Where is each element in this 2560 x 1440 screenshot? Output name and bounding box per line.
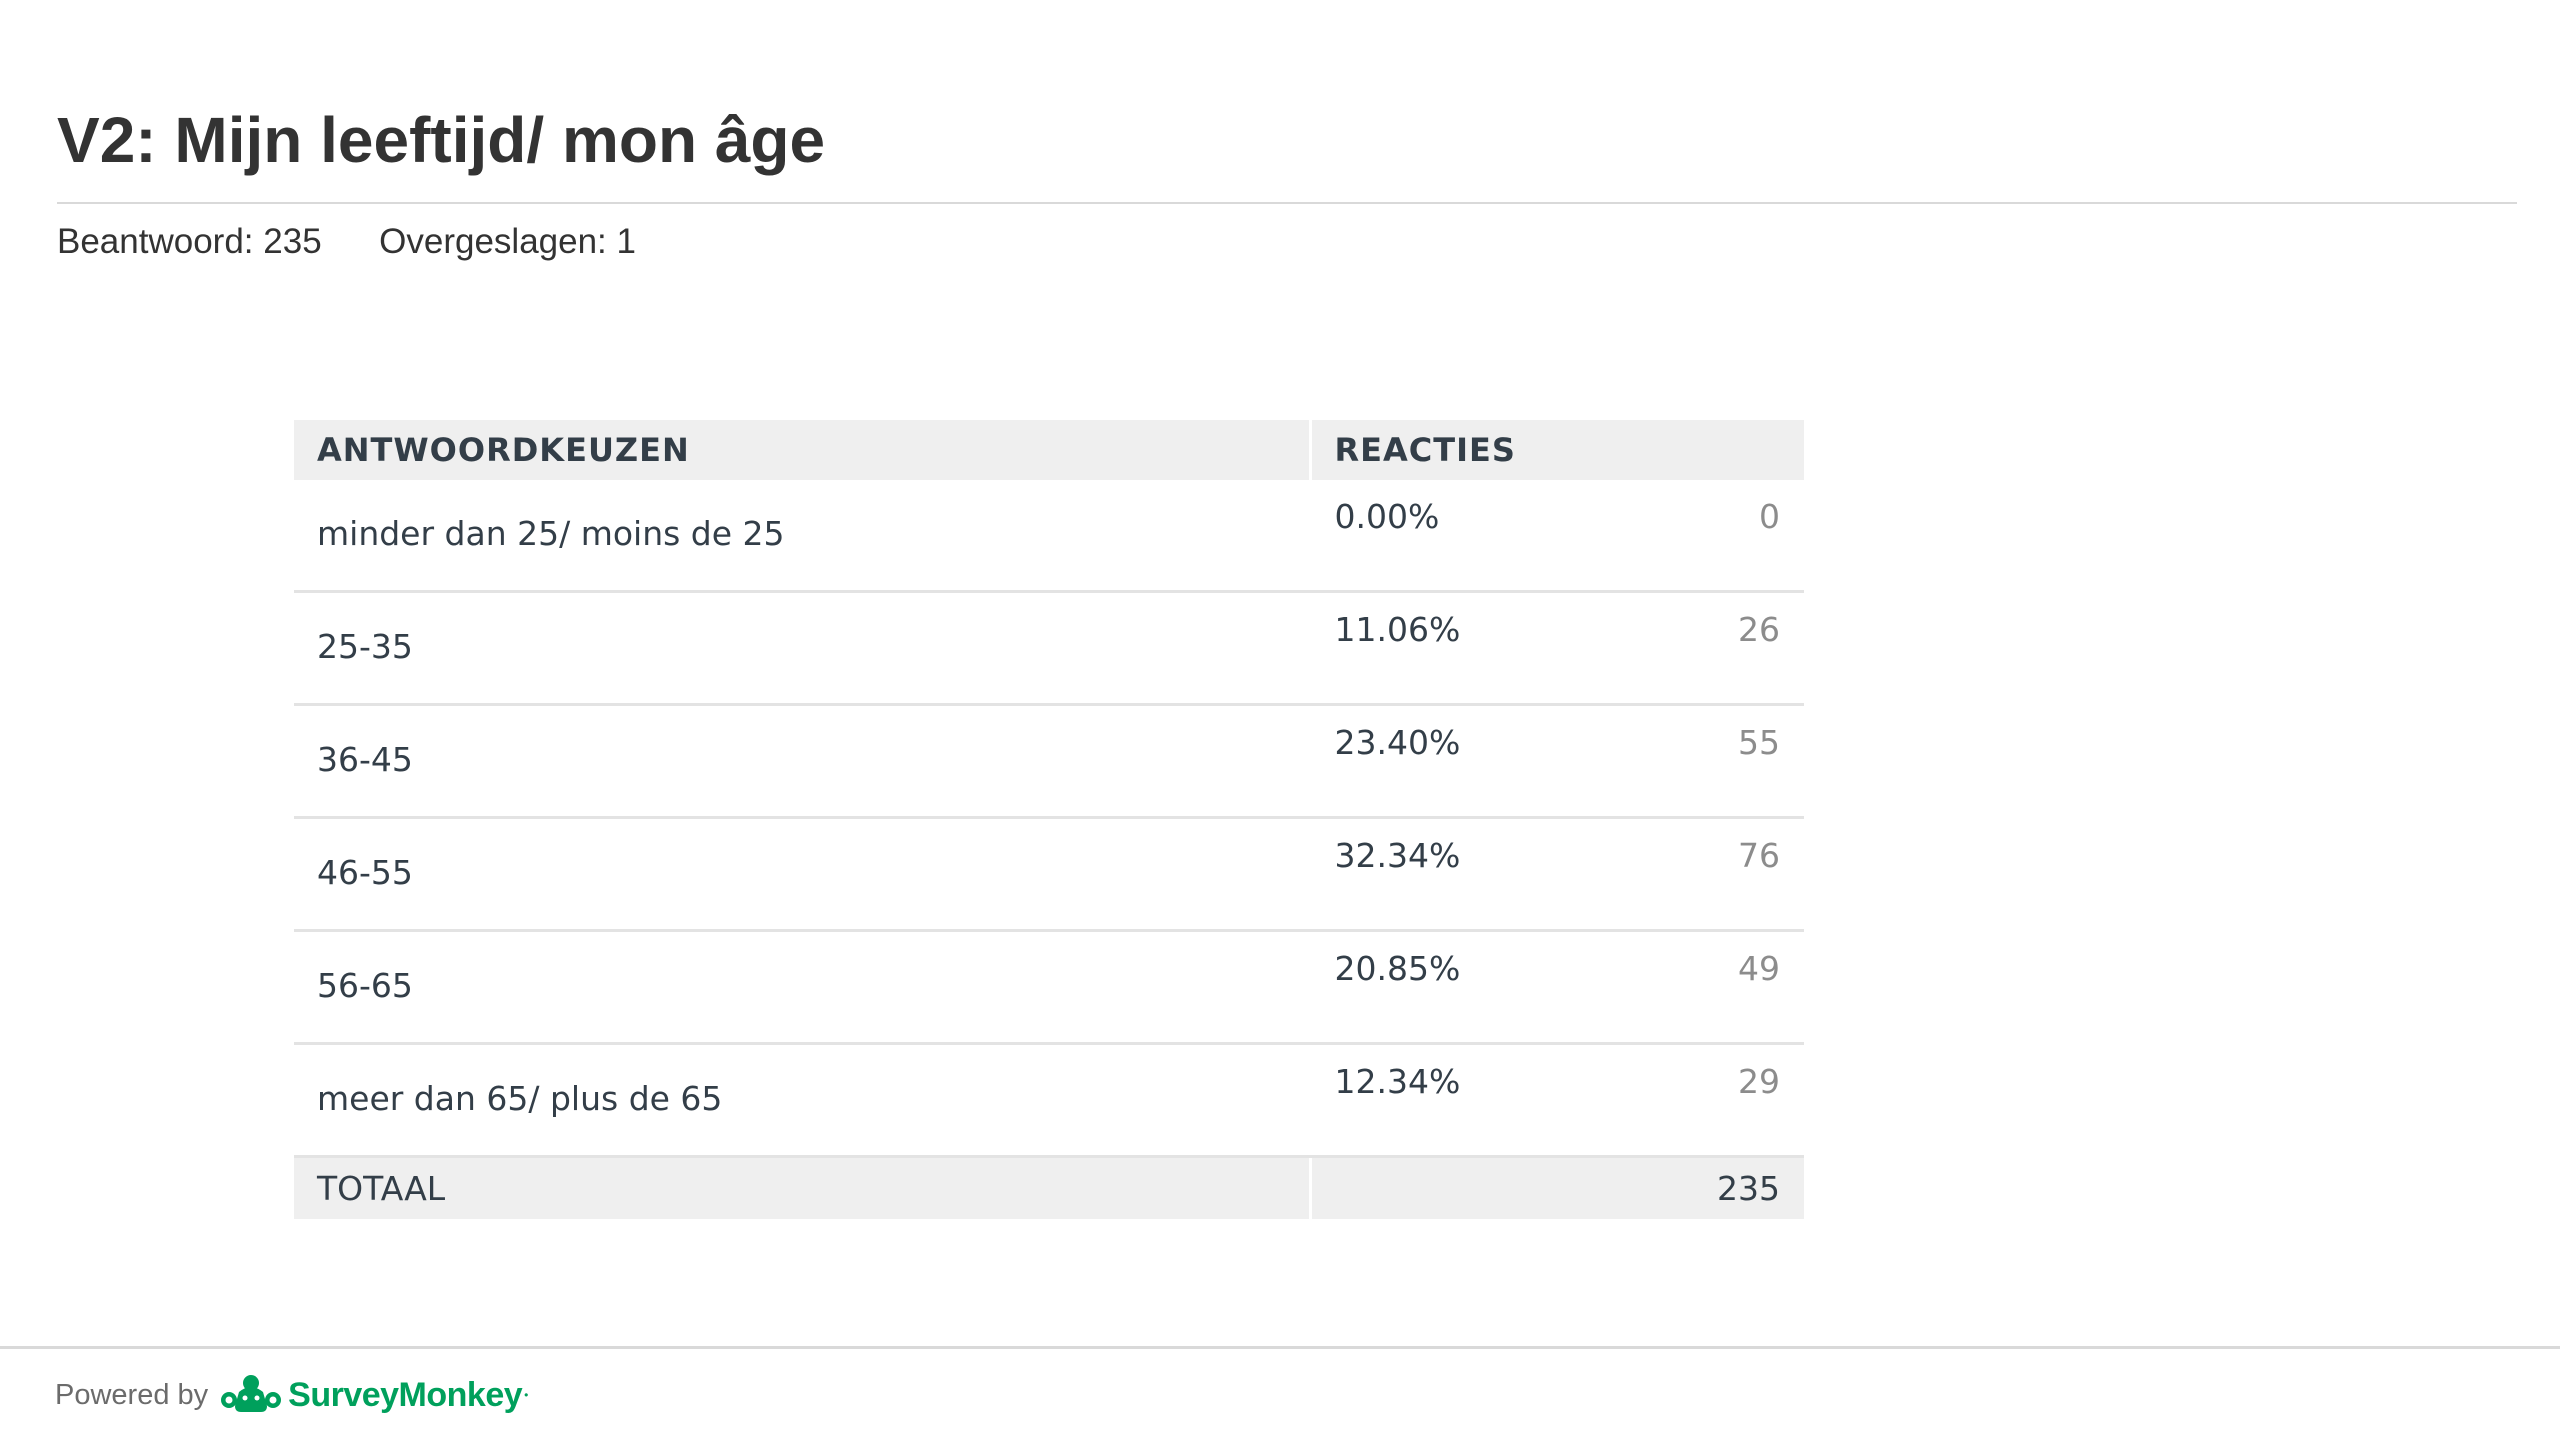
brand-name: SurveyMonkey bbox=[288, 1375, 523, 1414]
skipped-label: Overgeslagen: bbox=[379, 222, 607, 261]
table-total-row: TOTAAL 235 bbox=[294, 1156, 1804, 1219]
answer-choice: minder dan 25/ moins de 25 bbox=[294, 480, 1312, 593]
answered-label: Beantwoord: bbox=[57, 222, 254, 261]
table-row: 25-35 11.06% 26 bbox=[294, 591, 1804, 706]
response-percent: 23.40% bbox=[1334, 723, 1461, 762]
answered-value: 235 bbox=[263, 222, 322, 261]
header-responses: REACTIES bbox=[1310, 420, 1804, 480]
answer-choice: 36-45 bbox=[294, 704, 1312, 819]
surveymonkey-logo-icon bbox=[221, 1375, 282, 1412]
skipped-value: 1 bbox=[616, 222, 636, 261]
answer-choice: 25-35 bbox=[294, 591, 1312, 706]
results-table: ANTWOORDKEUZEN REACTIES minder dan 25/ m… bbox=[294, 420, 1804, 1219]
table-header-row: ANTWOORDKEUZEN REACTIES bbox=[294, 420, 1804, 480]
total-label: TOTAAL bbox=[294, 1156, 1312, 1219]
response-percent: 0.00% bbox=[1334, 497, 1440, 536]
footer-divider bbox=[0, 1346, 2560, 1349]
response-count: 29 bbox=[1738, 1062, 1780, 1101]
table-row: meer dan 65/ plus de 65 12.34% 29 bbox=[294, 1043, 1804, 1158]
answer-choice: meer dan 65/ plus de 65 bbox=[294, 1043, 1312, 1158]
footer: Powered by SurveyMonkey • bbox=[55, 1368, 528, 1422]
response-count: 49 bbox=[1738, 949, 1780, 988]
page-title: V2: Mijn leeftijd/ mon âge bbox=[57, 104, 826, 176]
title-divider bbox=[57, 202, 2517, 204]
answer-choice: 56-65 bbox=[294, 930, 1312, 1045]
response-cell: 0.00% 0 bbox=[1310, 480, 1804, 593]
response-count: 0 bbox=[1759, 497, 1780, 536]
response-cell: 23.40% 55 bbox=[1310, 704, 1804, 819]
response-percent: 11.06% bbox=[1334, 610, 1461, 649]
response-cell: 20.85% 49 bbox=[1310, 930, 1804, 1045]
response-percent: 20.85% bbox=[1334, 949, 1461, 988]
table-row: 56-65 20.85% 49 bbox=[294, 930, 1804, 1045]
response-percent: 12.34% bbox=[1334, 1062, 1461, 1101]
response-count: 55 bbox=[1738, 723, 1780, 762]
surveymonkey-brand[interactable]: SurveyMonkey • bbox=[220, 1372, 528, 1418]
header-choices: ANTWOORDKEUZEN bbox=[294, 420, 1312, 480]
total-value: 235 bbox=[1310, 1156, 1804, 1219]
powered-by-text: Powered by bbox=[55, 1378, 209, 1411]
response-count: 76 bbox=[1738, 836, 1780, 875]
answer-choice: 46-55 bbox=[294, 817, 1312, 932]
response-stats: Beantwoord: 235 Overgeslagen: 1 bbox=[57, 222, 636, 262]
table-row: 36-45 23.40% 55 bbox=[294, 704, 1804, 819]
response-count: 26 bbox=[1738, 610, 1780, 649]
response-cell: 32.34% 76 bbox=[1310, 817, 1804, 932]
table-row: minder dan 25/ moins de 25 0.00% 0 bbox=[294, 480, 1804, 593]
response-percent: 32.34% bbox=[1334, 836, 1461, 875]
response-cell: 12.34% 29 bbox=[1310, 1043, 1804, 1158]
response-cell: 11.06% 26 bbox=[1310, 591, 1804, 706]
table-row: 46-55 32.34% 76 bbox=[294, 817, 1804, 932]
